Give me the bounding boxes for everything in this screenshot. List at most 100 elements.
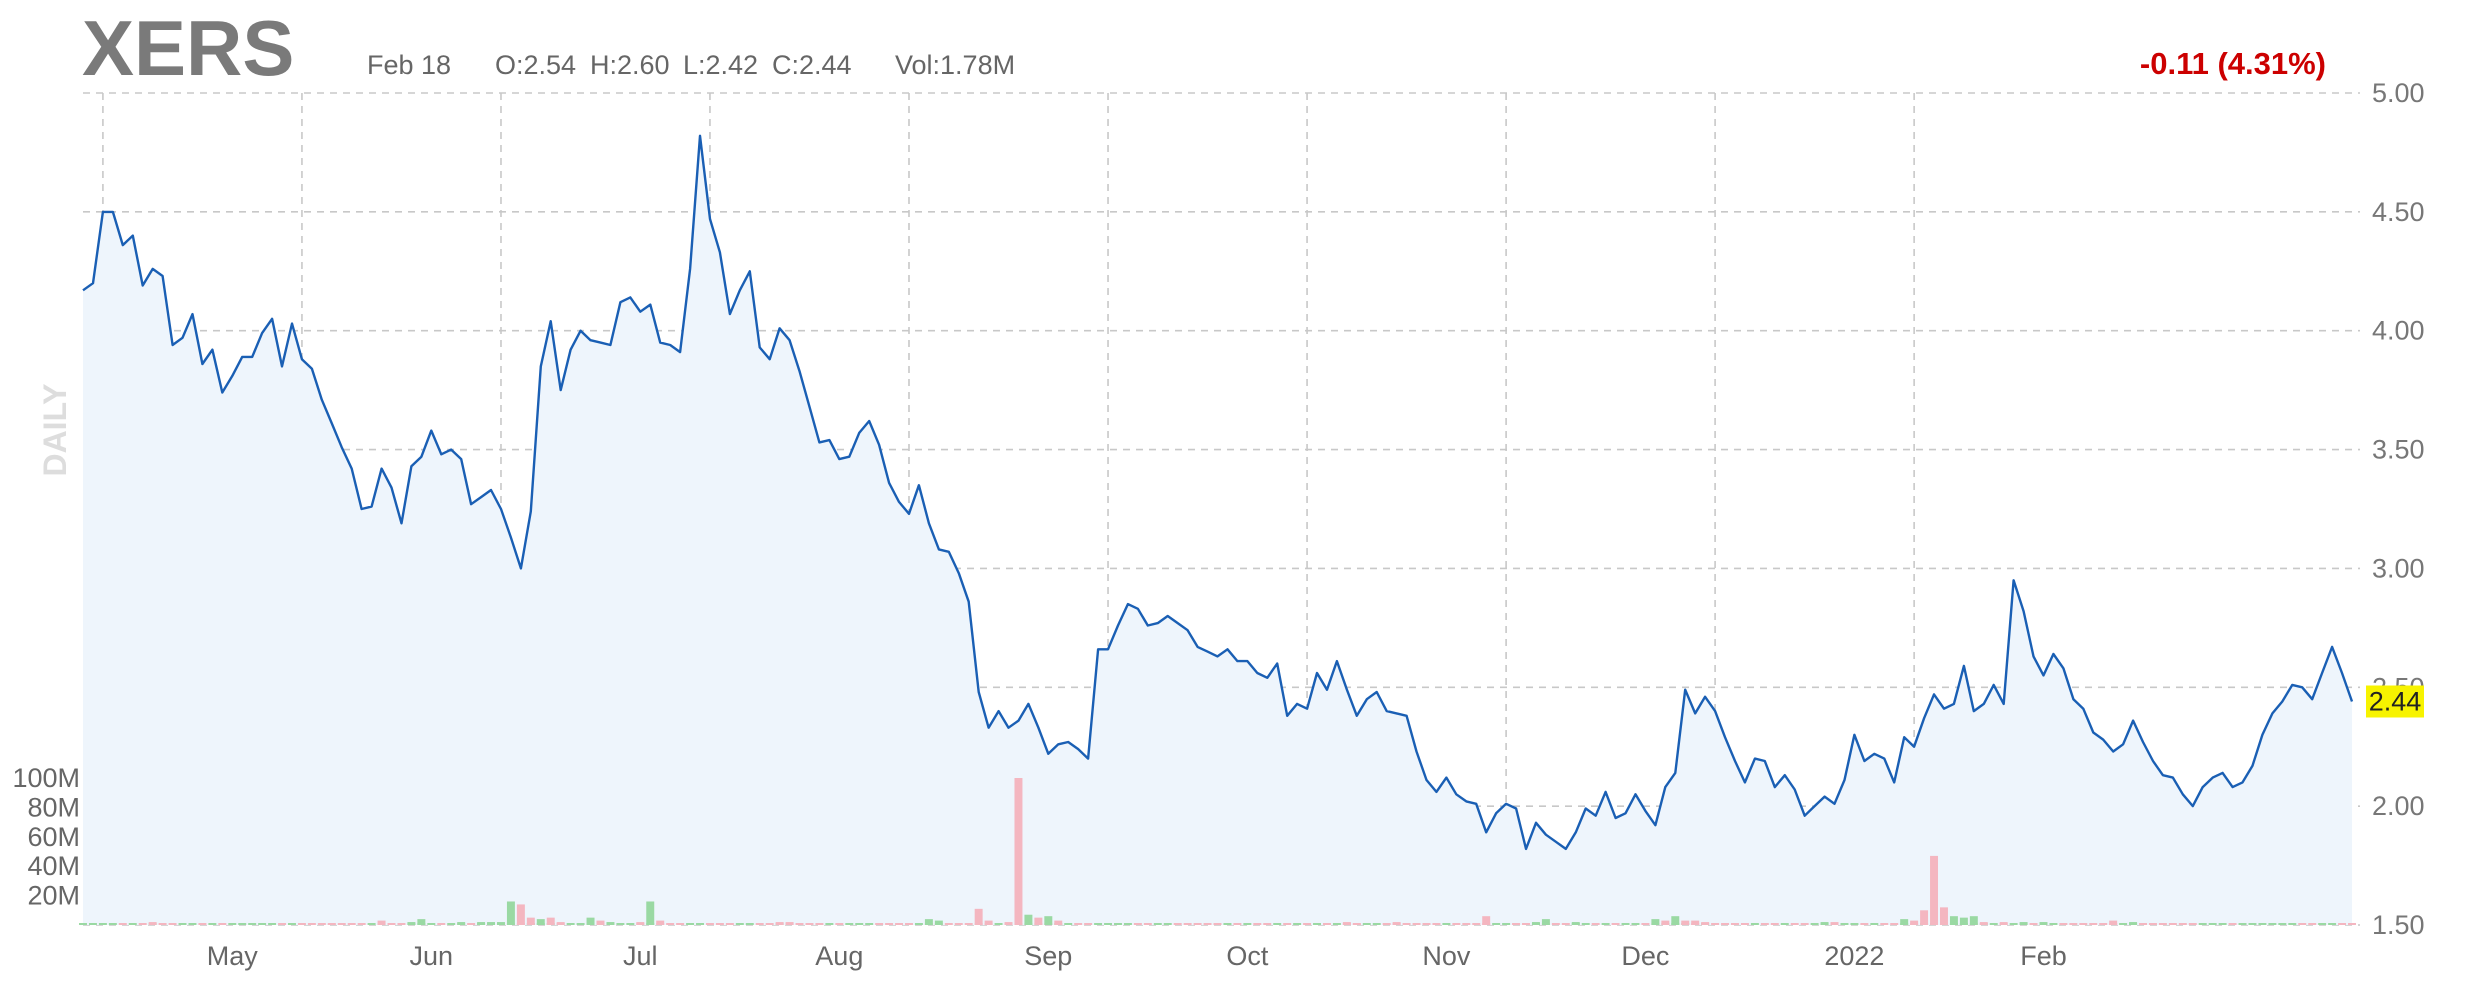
volume-base-bar (1770, 923, 1779, 925)
volume-base-bar (1213, 923, 1222, 925)
volume-base-bar (616, 923, 625, 925)
volume-bar (1352, 923, 1361, 925)
volume-base-bar (2228, 923, 2237, 925)
volume-base-bar (2208, 923, 2217, 925)
volume-base-bar (1780, 923, 1789, 925)
volume-base-bar (1442, 923, 1451, 925)
volume-base-bar (2218, 923, 2227, 925)
volume-base-bar (2178, 923, 2187, 925)
volume-base-bar (238, 923, 247, 925)
volume-bar (1392, 922, 1401, 925)
axis-labels-layer: 1.502.002.503.003.504.004.505.00MayJunJu… (12, 78, 2424, 971)
volume-base-bar (805, 923, 814, 925)
volume-base-bar (1591, 923, 1600, 925)
quote-high: H:2.60 (590, 50, 670, 80)
volume-base-bar (1203, 923, 1212, 925)
volume-bar (984, 920, 993, 925)
volume-bar (1044, 916, 1053, 925)
volume-base-bar (1581, 923, 1590, 925)
volume-base-bar (1989, 923, 1998, 925)
volume-base-bar (2099, 923, 2108, 925)
volume-bar (1999, 922, 2008, 925)
volume-base-bar (914, 923, 923, 925)
x-tick-label: Jul (623, 941, 658, 971)
volume-base-bar (1114, 923, 1122, 925)
volume-base-bar (1840, 923, 1849, 925)
volume-base-bar (905, 923, 913, 925)
volume-bar (1830, 922, 1839, 925)
volume-base-bar (1163, 923, 1172, 925)
volume-bar (1910, 920, 1919, 925)
volume-base-bar (138, 923, 147, 925)
volume-base-bar (765, 923, 774, 925)
volume-bar (656, 920, 665, 925)
volume-base-bar (1641, 923, 1650, 925)
volume-base-bar (1432, 923, 1441, 925)
volume-base-bar (2079, 923, 2088, 925)
volume-base-bar (2158, 923, 2167, 925)
volume-bar (2129, 922, 2138, 925)
volume-base-bar (198, 923, 207, 925)
volume-base-bar (158, 923, 167, 925)
volume-bar (596, 920, 605, 925)
volume-bar (606, 922, 615, 925)
volume-bar (1969, 916, 1978, 925)
x-tick-label: Aug (815, 941, 863, 971)
volume-base-bar (317, 923, 326, 925)
volume-base-bar (1561, 923, 1570, 925)
volume-bars-layer (79, 778, 2356, 925)
volume-bar (1482, 916, 1491, 925)
volume-base-bar (626, 923, 635, 925)
volume-bar (1541, 919, 1550, 925)
volume-base-bar (1750, 923, 1759, 925)
volume-bar (1531, 922, 1540, 925)
volume-base-bar (2348, 923, 2356, 925)
volume-base-bar (1462, 923, 1471, 925)
volume-base-bar (427, 923, 436, 925)
volume-base-bar (566, 923, 575, 925)
volume-bar (556, 922, 565, 925)
volume-base-bar (447, 923, 456, 925)
volume-base-bar (666, 923, 675, 925)
volume-base-bar (1502, 923, 1511, 925)
volume-base-bar (437, 923, 446, 925)
volume-base-bar (944, 923, 953, 925)
volume-base-bar (1064, 923, 1073, 925)
volume-base-bar (1790, 923, 1799, 925)
x-tick-label: Nov (1422, 941, 1471, 971)
volume-base-bar (2288, 923, 2297, 925)
volume-bar (1900, 919, 1909, 925)
volume-base-bar (2168, 923, 2177, 925)
volume-bar (457, 922, 466, 925)
volume-bar (2019, 922, 2028, 925)
volume-bar (785, 922, 794, 925)
volume-base-bar (1522, 923, 1530, 925)
volume-base-bar (387, 923, 396, 925)
volume-bar (148, 922, 157, 925)
volume-bar (2109, 920, 2118, 925)
price-change: -0.11 (4.31%) (2140, 46, 2326, 81)
volume-base-bar (1104, 923, 1113, 925)
volume-base-bar (1094, 923, 1103, 925)
x-tick-label: Sep (1024, 941, 1072, 971)
volume-base-bar (1631, 923, 1640, 925)
volume-bar (487, 922, 496, 925)
volume-bar (646, 901, 655, 925)
x-tick-label: Dec (1621, 941, 1669, 971)
volume-base-bar (1721, 923, 1730, 925)
volume-base-bar (1551, 923, 1560, 925)
volume-base-bar (715, 923, 724, 925)
volume-bar (1959, 917, 1968, 925)
y-tick-label: 1.50 (2372, 910, 2425, 940)
volume-bar (477, 922, 486, 925)
volume-base-bar (1422, 923, 1431, 925)
volume-base-bar (1303, 923, 1312, 925)
quote-date: Feb 18 (367, 50, 451, 80)
volume-base-bar (825, 923, 834, 925)
volume-base-bar (1362, 923, 1371, 925)
volume-bar (1571, 922, 1580, 925)
volume-bar (516, 904, 525, 925)
volume-bar (1661, 920, 1670, 925)
volume-base-bar (98, 923, 107, 925)
volume-base-bar (835, 923, 844, 925)
